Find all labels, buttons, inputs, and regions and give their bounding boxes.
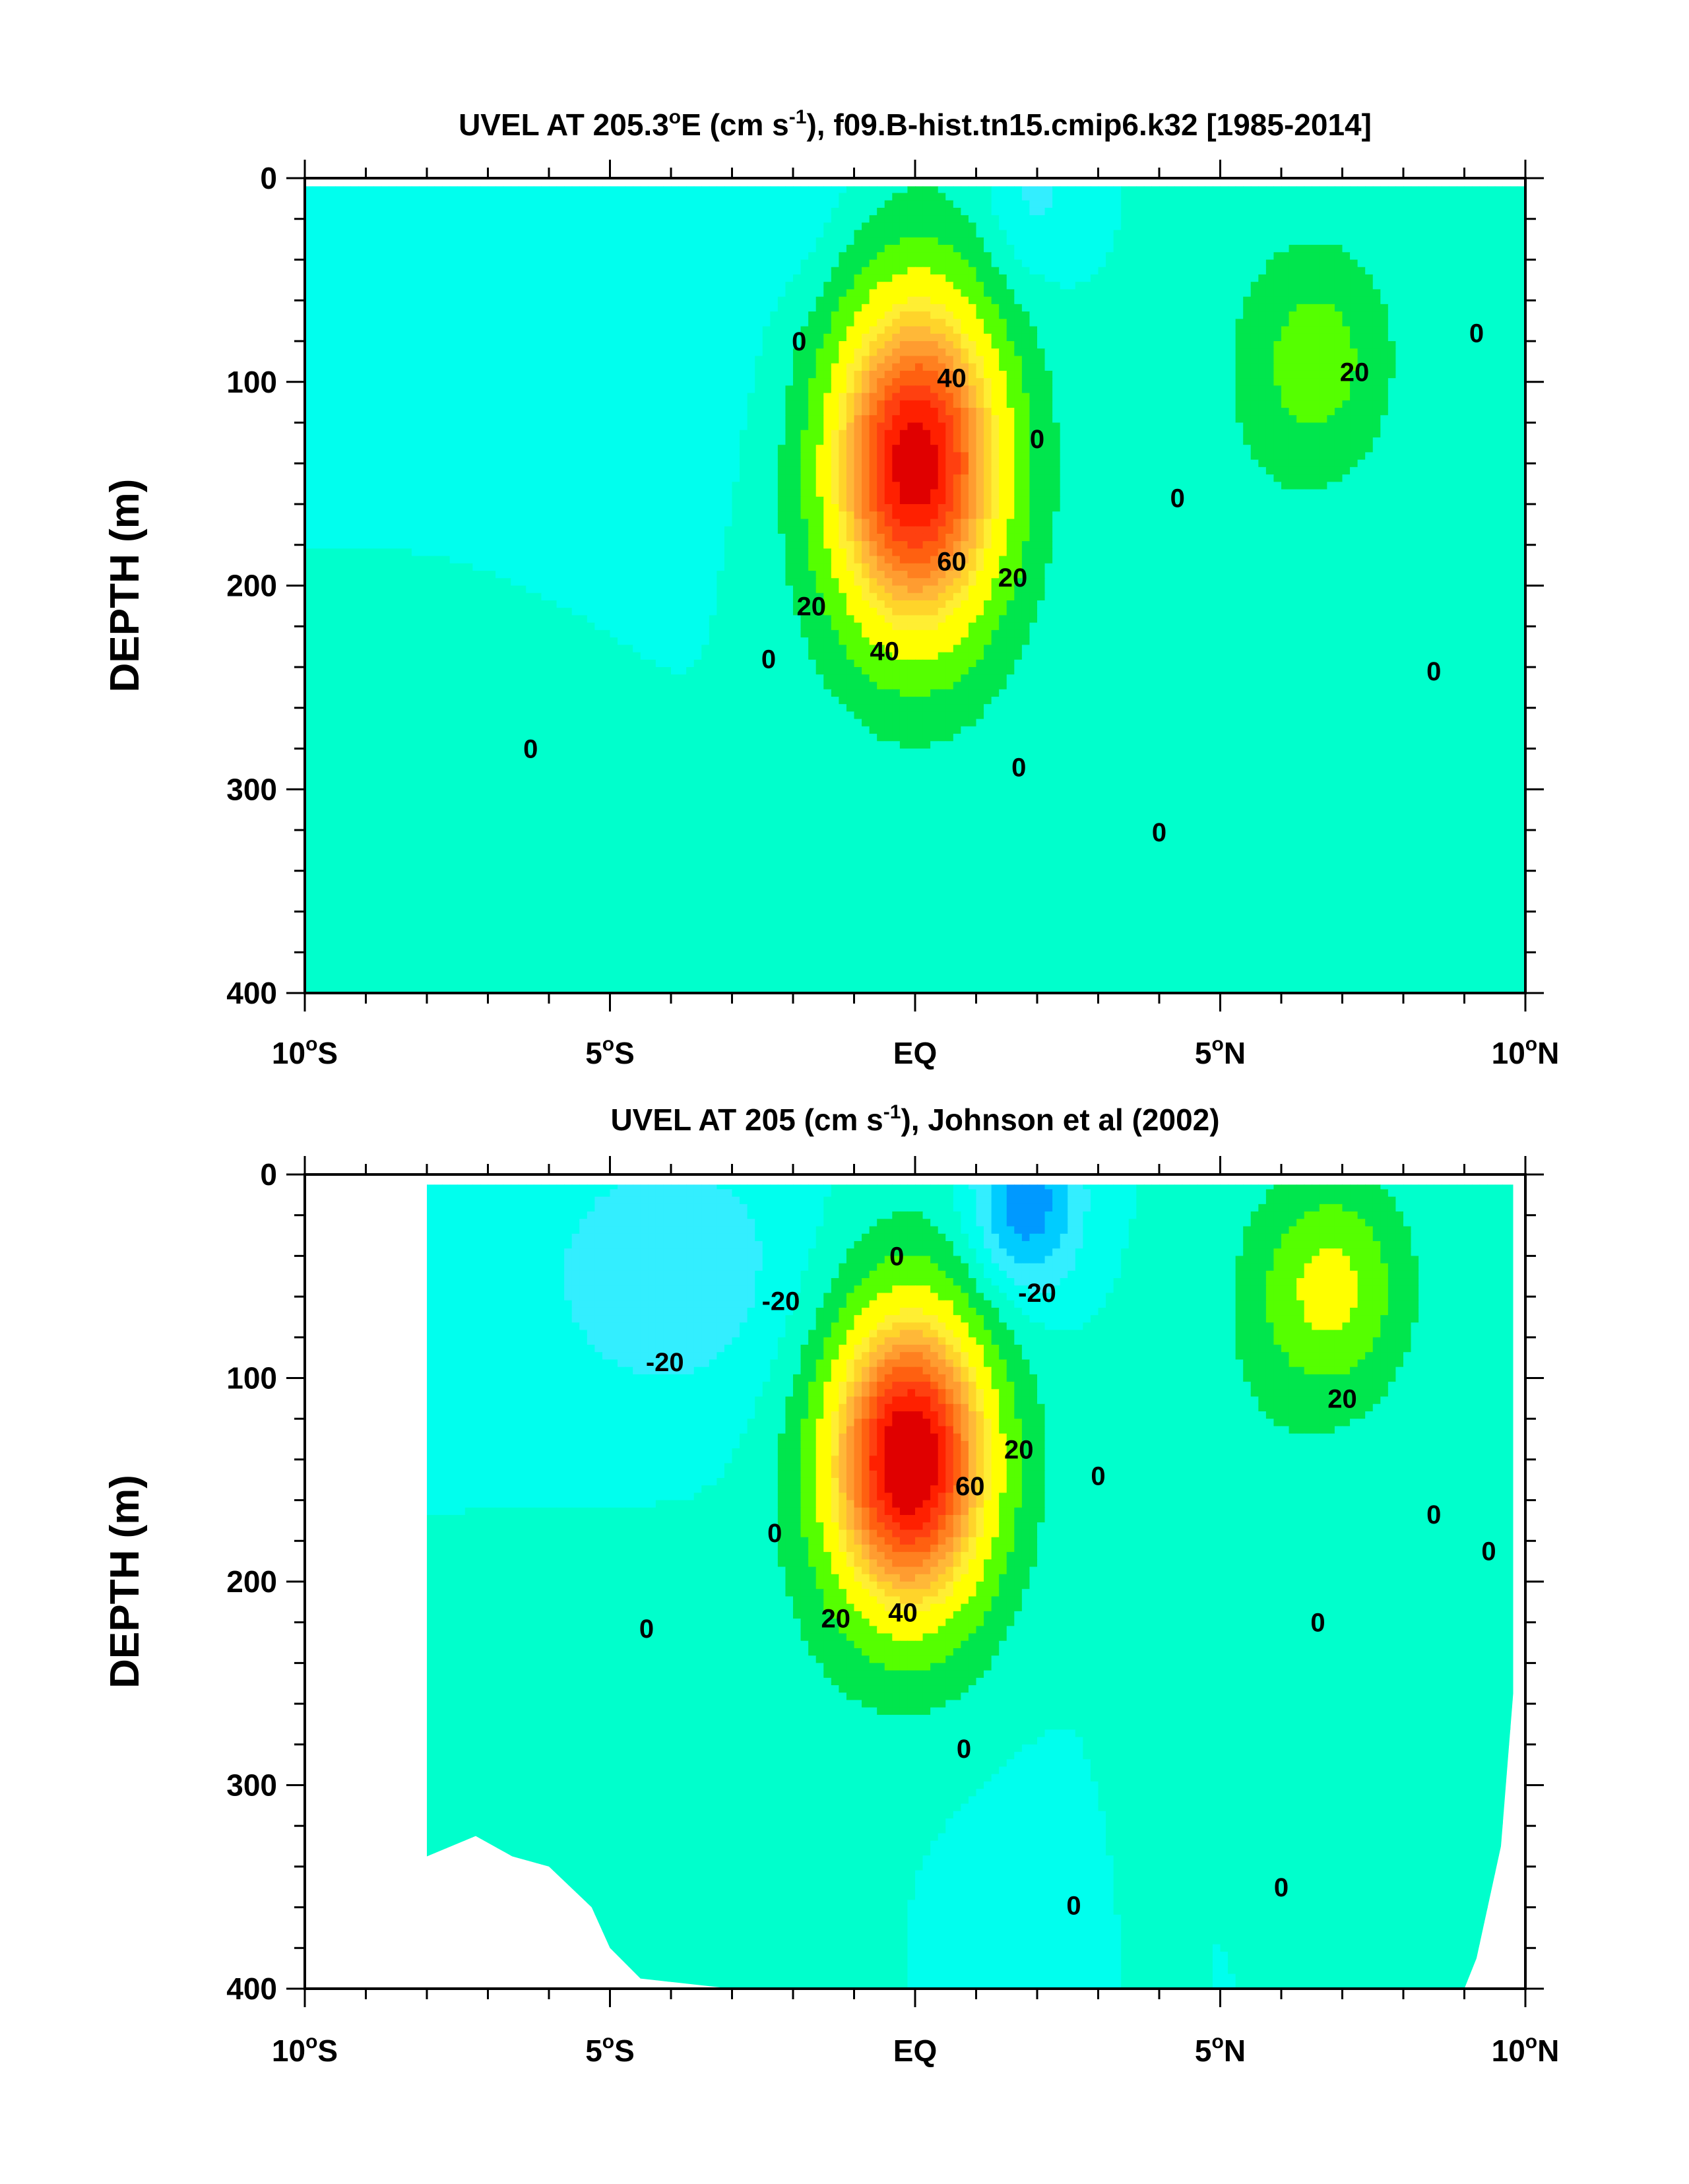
contour-label: 0 xyxy=(1030,425,1044,454)
x-tick-label: 10oS xyxy=(272,1033,338,1070)
x-tick-label: 5oS xyxy=(585,1033,635,1070)
contour-label: 0 xyxy=(1274,1873,1289,1902)
y-tick-label: 100 xyxy=(226,1361,277,1396)
contour-label: 40 xyxy=(937,364,967,393)
contour-label: 20 xyxy=(821,1605,851,1634)
y-tick-label: 200 xyxy=(226,1564,277,1599)
contour-label: -20 xyxy=(646,1348,684,1377)
chart-title: UVEL AT 205 (cm s-1), Johnson et al (200… xyxy=(610,1101,1219,1137)
y-axis-label: DEPTH (m) xyxy=(102,479,148,693)
contour-label: 0 xyxy=(1426,657,1441,686)
contour-label: 0 xyxy=(767,1519,782,1548)
y-tick-label: 0 xyxy=(260,161,277,195)
contour-label: -20 xyxy=(762,1287,800,1316)
contour-label: -20 xyxy=(1018,1279,1056,1308)
x-tick-label: EQ xyxy=(893,1036,937,1070)
x-tick-label: 10oN xyxy=(1492,2031,1560,2068)
y-tick-label: 0 xyxy=(260,1157,277,1192)
x-tick-label: 5oN xyxy=(1195,1033,1246,1070)
contour-label: 40 xyxy=(870,637,900,666)
contour-label: 0 xyxy=(792,327,806,356)
contour-fill xyxy=(305,186,1525,994)
y-tick-label: 100 xyxy=(226,365,277,399)
contour-label: 20 xyxy=(1340,358,1370,387)
contour-label: 0 xyxy=(1481,1537,1496,1566)
y-tick-label: 200 xyxy=(226,569,277,603)
x-tick-label: EQ xyxy=(893,2034,937,2068)
contour-label: 0 xyxy=(639,1615,654,1644)
contour-label: 20 xyxy=(1004,1435,1034,1464)
contour-label: 0 xyxy=(1170,484,1185,513)
contour-label: 0 xyxy=(523,735,538,764)
contour-label: 0 xyxy=(1152,818,1166,847)
contour-label: 0 xyxy=(1426,1500,1441,1529)
contour-fill xyxy=(427,1184,1514,1989)
x-tick-label: 10oN xyxy=(1492,1033,1560,1070)
contour-label: 60 xyxy=(937,547,967,576)
contour-label: 0 xyxy=(1469,319,1484,348)
contour-label: 60 xyxy=(955,1472,985,1501)
contour-label: 0 xyxy=(889,1242,904,1271)
contour-label: 0 xyxy=(1066,1892,1081,1921)
contour-label: 20 xyxy=(1327,1384,1357,1413)
contour-label: 20 xyxy=(998,563,1028,593)
y-tick-label: 400 xyxy=(226,1972,277,2006)
y-tick-label: 300 xyxy=(226,772,277,806)
chart-title: UVEL AT 205.3oE (cm s-1), f09.B-hist.tn1… xyxy=(459,106,1372,142)
contour-label: 0 xyxy=(1310,1609,1325,1638)
y-tick-label: 400 xyxy=(226,976,277,1010)
x-tick-label: 5oN xyxy=(1195,2031,1246,2068)
contour-label: 0 xyxy=(1011,753,1026,782)
contour-label: 0 xyxy=(1091,1462,1105,1491)
x-tick-label: 5oS xyxy=(585,2031,635,2068)
contour-label: 40 xyxy=(888,1598,918,1627)
y-tick-label: 300 xyxy=(226,1768,277,1803)
y-axis-label: DEPTH (m) xyxy=(102,1475,148,1688)
x-tick-label: 10oS xyxy=(272,2031,338,2068)
contour-label: 0 xyxy=(761,645,776,674)
contour-label: 0 xyxy=(957,1735,971,1764)
contour-label: 20 xyxy=(797,592,827,621)
